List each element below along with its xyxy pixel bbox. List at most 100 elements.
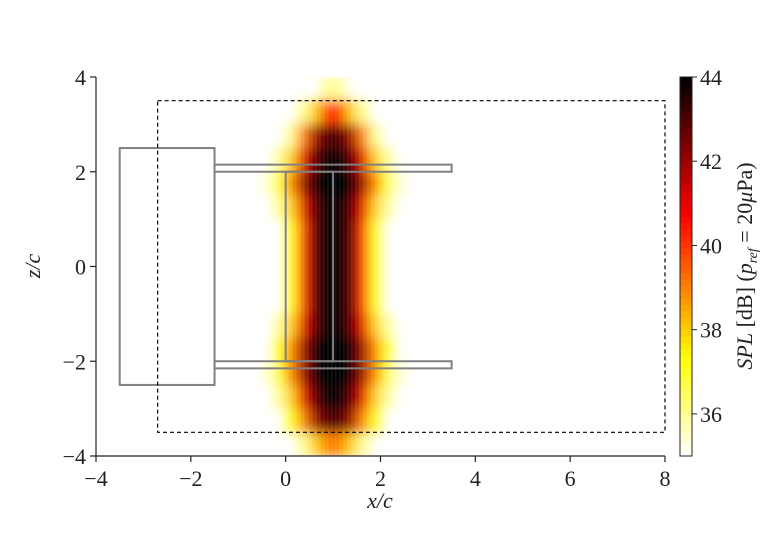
colorbar-frame: [679, 76, 693, 457]
heat-cell: [321, 77, 334, 102]
colorbar-tick-label: 38: [700, 318, 722, 343]
x-tick-label: 0: [280, 466, 291, 491]
heat-cell: [285, 290, 299, 315]
x-tick-label: 4: [470, 466, 481, 491]
heat-cell: [333, 408, 346, 433]
heat-cell: [344, 219, 358, 244]
label-part: ref: [746, 246, 761, 263]
heat-cell: [392, 361, 405, 386]
heat-cell: [309, 195, 322, 220]
heat-cell: [321, 195, 334, 220]
heat-cell: [333, 432, 346, 456]
heat-cell: [273, 195, 287, 220]
colorbar-tick-label: 40: [700, 233, 722, 258]
colorbar-swatch: [680, 146, 692, 154]
heat-cell: [356, 337, 370, 362]
heat-cell: [285, 384, 299, 410]
x-axis-label: x/c: [366, 488, 393, 513]
outlines: [118, 100, 666, 433]
heat-cell: [344, 242, 358, 267]
heat-cell: [344, 100, 358, 125]
colorbar-swatch: [680, 424, 692, 432]
label-part: [dB] (: [732, 274, 757, 327]
colorbar-swatch: [680, 329, 692, 337]
heat-cell: [309, 361, 322, 386]
heat-cell: [285, 148, 299, 173]
heat-cells: [261, 77, 405, 456]
heat-cell: [297, 384, 310, 410]
colorbar-swatch: [680, 310, 692, 318]
colorbar-swatch: [680, 298, 692, 305]
y-tick-label: 4: [75, 65, 86, 90]
heat-cell: [344, 313, 358, 339]
colorbar-swatch: [680, 272, 692, 280]
heat-cell: [356, 124, 370, 149]
heat-cell: [297, 219, 310, 244]
colorbar-swatch: [680, 430, 692, 438]
heat-cell: [285, 219, 299, 244]
heat-cell: [333, 148, 346, 173]
heat-cell: [309, 124, 322, 149]
heat-cell: [321, 100, 334, 125]
heat-cell: [333, 361, 346, 386]
heat-cell: [321, 337, 334, 362]
heat-cell: [333, 219, 346, 244]
heat-cell: [356, 384, 370, 410]
heat-cell: [368, 171, 381, 196]
colorbar-swatch: [680, 279, 692, 287]
x-tick-label: 6: [565, 466, 576, 491]
heat-cell: [321, 171, 334, 196]
x-tick-label: −4: [84, 466, 107, 491]
y-tick-label: 2: [75, 160, 86, 185]
colorbar-swatch: [680, 342, 692, 350]
heat-cell: [273, 384, 287, 410]
colorbar-label: SPL [dB] (pref = 20μPa): [732, 162, 762, 369]
heat-cell: [392, 171, 405, 196]
heat-cell: [321, 384, 334, 410]
heat-cell: [368, 313, 381, 339]
heat-cell: [344, 195, 358, 220]
colorbar-swatch: [680, 159, 692, 167]
colorbar-swatch: [680, 380, 692, 388]
heat-cell: [285, 124, 299, 149]
heat-cell: [285, 266, 299, 291]
label-part: SPL: [732, 333, 757, 370]
colorbar-swatch: [680, 367, 692, 375]
colorbar-swatch: [680, 102, 692, 110]
heat-cell: [356, 171, 370, 196]
colorbar-swatch: [680, 386, 692, 394]
heat-cell: [285, 171, 299, 196]
colorbar-swatch: [680, 411, 692, 419]
colorbar-swatch: [680, 228, 692, 236]
heat-cell: [309, 384, 322, 410]
y-axis-label: z/c: [20, 254, 45, 280]
heat-cell: [356, 242, 370, 267]
colorbar-swatch: [680, 304, 692, 312]
heat-cell: [380, 384, 393, 410]
heat-cell: [356, 266, 370, 291]
heat-cell: [368, 408, 381, 433]
heat-cell: [356, 100, 370, 125]
heat-cell: [356, 290, 370, 315]
colorbar-swatch: [680, 418, 692, 426]
heat-cell: [344, 266, 358, 291]
colorbar-swatch: [680, 392, 692, 400]
geometry-outline: [118, 147, 216, 386]
heat-cell: [356, 195, 370, 220]
heat-cell: [285, 408, 299, 433]
colorbar-swatch: [680, 241, 692, 249]
label-part: μ: [732, 192, 757, 204]
heat-cell: [368, 242, 381, 267]
heat-cell: [273, 313, 287, 339]
heat-cell: [309, 290, 322, 315]
heat-cell: [333, 313, 346, 339]
colorbar-swatch: [680, 253, 692, 261]
heat-cell: [297, 148, 310, 173]
heat-cell: [344, 361, 358, 386]
label-part: p: [732, 263, 757, 276]
colorbar-swatch: [680, 152, 692, 160]
heat-cell: [297, 408, 310, 433]
heat-cell: [309, 266, 322, 291]
colorbar-swatch: [680, 89, 692, 97]
